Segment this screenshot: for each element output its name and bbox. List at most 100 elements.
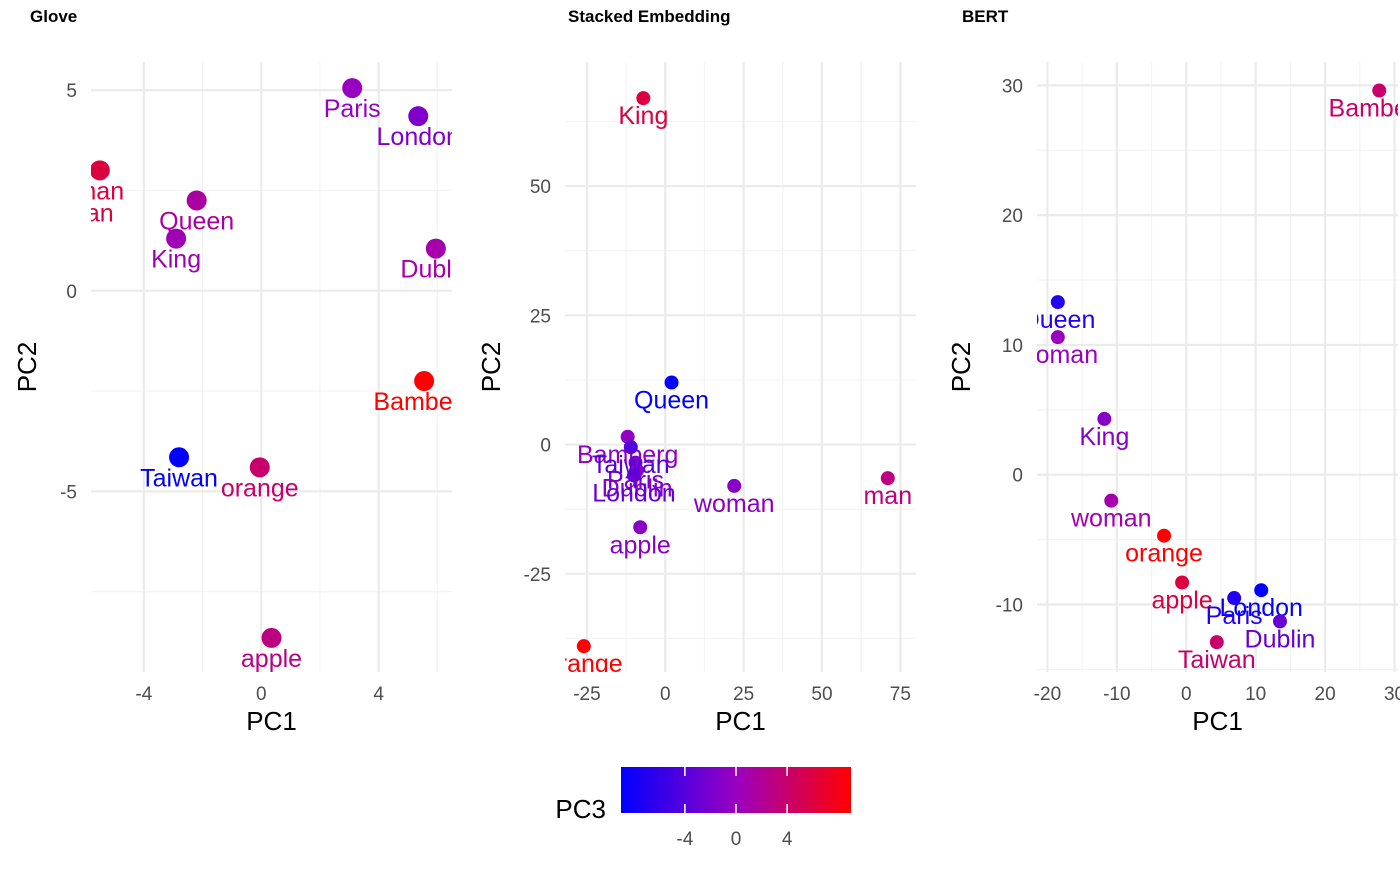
x-tick-label: 30: [1384, 684, 1400, 705]
point-label-apple: apple: [241, 645, 302, 673]
point-bamberg: [414, 371, 435, 392]
point-orange: [1157, 528, 1172, 543]
legend-tick-label: -4: [676, 829, 693, 850]
point-woman: [63, 182, 83, 202]
point-label-dublin: Dublin: [1245, 625, 1316, 653]
point-label-paris: Paris: [324, 95, 381, 123]
y-tick-label: 25: [530, 306, 551, 327]
y-tick-label: -25: [524, 565, 551, 586]
point-dublin: [1272, 614, 1287, 629]
y-axis-label: PC2: [12, 342, 42, 393]
panel-title: Stacked Embedding: [568, 7, 730, 26]
panel-title: Glove: [30, 7, 77, 26]
point-label-queen: Queen: [1020, 306, 1095, 334]
gridlines: [565, 62, 916, 672]
x-axis-label: PC1: [715, 706, 766, 736]
x-tick-label: -20: [1034, 684, 1061, 705]
point-bamberg: [1372, 83, 1387, 98]
point-dublin: [425, 238, 446, 259]
y-tick-label: 0: [66, 282, 77, 303]
x-tick-label: 20: [1315, 684, 1336, 705]
point-label-apple: apple: [610, 531, 671, 559]
x-tick-label: 10: [1245, 684, 1266, 705]
point-label-london: London: [377, 123, 460, 151]
x-axis-label: PC1: [1192, 706, 1243, 736]
x-tick-label: -25: [573, 684, 600, 705]
point-apple: [633, 520, 648, 535]
point-london: [1254, 583, 1269, 598]
point-label-woman: woman: [1070, 505, 1152, 533]
point-taiwan: [1209, 635, 1224, 650]
data-points: Bamberg Queen woman King woman orange applePar…: [1017, 83, 1398, 674]
point-man: [880, 471, 895, 486]
gridlines: [91, 62, 452, 672]
point-queen: [186, 190, 207, 211]
pc3-color-legend: PC3 -4 0 4: [555, 767, 851, 850]
point-label-king: King: [618, 102, 668, 130]
point-label-paris: Paris: [1206, 602, 1263, 630]
y-tick-label: 0: [1012, 466, 1023, 487]
point-king: [1097, 411, 1112, 426]
point-king: [636, 91, 651, 106]
y-tick-label: 0: [540, 436, 551, 457]
point-london: [626, 468, 641, 483]
point-taiwan: [169, 447, 190, 468]
point-paris: [1227, 591, 1242, 606]
point-man: [91, 160, 110, 181]
point-label-taiwan: Taiwan: [140, 464, 218, 492]
point-label-man: man: [863, 482, 912, 510]
point-orange: [249, 457, 270, 478]
point-taiwan: [623, 440, 638, 455]
panel-stacked-embedding: Stacked Embedding -25 0 25 50 75 -25 0 25 50 PC1 PC…: [476, 7, 916, 736]
point-label-orange: orange: [221, 474, 299, 502]
point-label-queen: Queen: [634, 387, 709, 415]
point-london: [408, 106, 429, 127]
x-axis-label: PC1: [246, 706, 297, 736]
y-axis-label: PC2: [946, 342, 976, 393]
point-label-london: London: [1220, 594, 1303, 622]
point-label-taiwan: Taiwan: [592, 451, 670, 479]
x-tick-label: 50: [811, 684, 832, 705]
point-label-orange: orange: [545, 650, 623, 678]
point-label-apple: apple: [1152, 586, 1213, 614]
point-orange: [576, 639, 591, 654]
data-points: KingQueenBambergParisDublinLondonTaiwanw…: [545, 91, 912, 678]
x-tick-label: 25: [733, 684, 754, 705]
y-axis-label: PC2: [476, 342, 506, 393]
x-tick-label: 0: [660, 684, 671, 705]
point-label-taiwan: Taiwan: [1178, 646, 1256, 674]
point-queen: [1050, 295, 1065, 310]
y-tick-label: 5: [66, 81, 77, 102]
point-king: [166, 228, 187, 249]
x-tick-label: 75: [890, 684, 911, 705]
point-apple: [1175, 575, 1190, 590]
point-label-woman: woman: [1017, 341, 1099, 369]
point-label-bamberg: Bamberg: [373, 388, 474, 416]
gridlines: [1037, 62, 1398, 672]
point-label-dublin: Dublin: [400, 256, 471, 284]
point-woman: [727, 478, 742, 493]
y-tick-label: 20: [1002, 206, 1023, 227]
point-label-woman: woman: [693, 490, 775, 518]
y-tick-label: 10: [1002, 336, 1023, 357]
point-label-london: London: [592, 480, 675, 508]
point-label-king: King: [1079, 423, 1129, 451]
y-tick-label: -5: [60, 482, 77, 503]
point-queen: [664, 375, 679, 390]
panel-bert: BERT -20 -10 0 10 20 30 -10 0 10 20 30 PC1 PC2 Bamberg…: [946, 7, 1400, 736]
point-label-king: King: [151, 246, 201, 274]
point-paris: [342, 78, 363, 99]
point-woman: [1050, 330, 1065, 345]
legend-title: PC3: [555, 794, 606, 824]
legend-tick-label: 4: [782, 829, 793, 850]
y-tick-label: -10: [996, 596, 1023, 617]
x-tick-label: 4: [373, 684, 384, 705]
x-tick-label: 0: [1181, 684, 1192, 705]
x-tick-label: -10: [1103, 684, 1130, 705]
x-tick-label: 0: [256, 684, 267, 705]
point-label-orange: orange: [1125, 540, 1203, 568]
point-label-man: man: [75, 177, 124, 205]
